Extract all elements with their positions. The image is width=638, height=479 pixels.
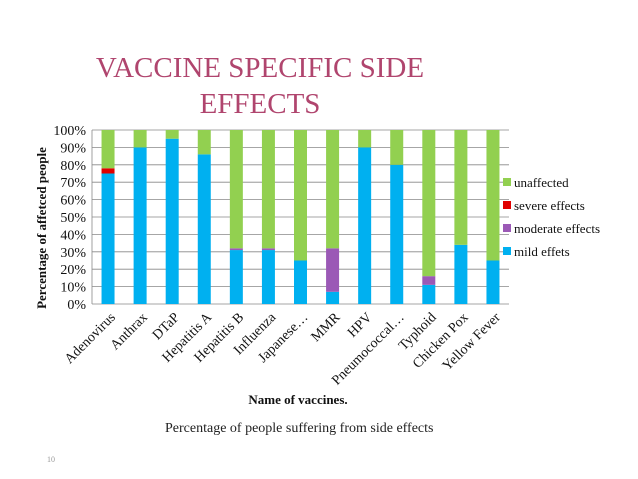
bar-segment-unaffected-hpv <box>358 130 372 148</box>
bar-segment-severe-effects-adenovirus <box>101 168 115 174</box>
x-tick-label: Adenovirus <box>62 310 119 367</box>
slide-title-line1: VACCINE SPECIFIC SIDE <box>95 52 425 84</box>
y-tick-label: 90% <box>60 141 86 156</box>
legend-label-moderate-effects: moderate effects <box>514 221 600 236</box>
bar-segment-moderate-effects-typhoid <box>422 276 436 285</box>
bar-segment-unaffected-hepatitis-a <box>197 130 211 155</box>
bar-segment-mild-effets-mmr <box>326 291 340 304</box>
y-tick-label: 40% <box>60 228 86 243</box>
bar-segment-unaffected-adenovirus <box>101 130 115 169</box>
legend-swatch-severe-effects <box>503 201 511 209</box>
y-tick-label: 50% <box>60 211 86 226</box>
y-tick-label: 0% <box>67 298 86 313</box>
bar-segment-mild-effets-chicken-pox <box>454 244 468 304</box>
bar-segment-mild-effets-japanese <box>294 260 307 304</box>
y-axis-title: Percentage of affetced people <box>34 147 49 309</box>
legend-swatch-unaffected <box>503 178 511 186</box>
y-tick-label: 20% <box>60 263 86 278</box>
y-tick-label: 30% <box>60 246 86 261</box>
y-tick-label: 80% <box>60 159 86 174</box>
y-tick-label: 60% <box>60 194 86 209</box>
bar-segment-unaffected-yellow-fever <box>486 130 500 261</box>
x-axis-title: Name of vaccines. <box>248 392 347 407</box>
bar-segment-moderate-effects-mmr <box>326 248 340 292</box>
bar-segment-mild-effets-pneumococcal <box>390 164 404 304</box>
bar-segment-unaffected-dtap <box>165 130 179 139</box>
bar-segment-mild-effets-hepatitis-a <box>197 154 211 304</box>
bar-segment-unaffected-hepatitis-b <box>229 130 243 249</box>
bar-segment-mild-effets-typhoid <box>422 284 436 304</box>
bar-segment-moderate-effects-influenza <box>261 248 275 251</box>
bar-segment-unaffected-mmr <box>326 130 340 249</box>
bar-segment-unaffected-anthrax <box>133 130 147 148</box>
bar-segment-unaffected-pneumococcal <box>390 130 404 165</box>
bar-segment-mild-effets-adenovirus <box>101 173 115 304</box>
legend-swatch-moderate-effects <box>503 224 511 232</box>
legend-label-unaffected: unaffected <box>514 175 569 190</box>
bar-segment-moderate-effects-hepatitis-b <box>229 248 243 251</box>
slide-number: 10 <box>47 455 55 464</box>
legend-label-mild-effets: mild effets <box>514 244 570 259</box>
slide-title-line2: EFFECTS <box>199 88 321 120</box>
legend-label-severe-effects: severe effects <box>514 198 585 213</box>
bar-segment-unaffected-typhoid <box>422 130 436 277</box>
chart-caption: Percentage of people suffering from side… <box>165 421 434 436</box>
bar-segment-unaffected-influenza <box>261 130 275 249</box>
bar-segment-mild-effets-hpv <box>358 147 372 304</box>
bar-segment-mild-effets-yellow-fever <box>486 260 500 304</box>
y-tick-label: 100% <box>53 124 86 139</box>
slide-title: VACCINE SPECIFIC SIDE EFFECTS <box>60 50 460 122</box>
bar-segment-mild-effets-anthrax <box>133 147 147 304</box>
y-tick-label: 10% <box>60 281 86 296</box>
bar-segment-unaffected-chicken-pox <box>454 130 468 245</box>
bar-segment-mild-effets-hepatitis-b <box>229 250 243 304</box>
y-tick-label: 70% <box>60 176 86 191</box>
bar-segment-unaffected-japanese <box>294 130 307 261</box>
bar-segment-mild-effets-dtap <box>165 138 179 304</box>
legend-swatch-mild-effets <box>503 247 511 255</box>
x-tick-label: MMR <box>309 310 344 345</box>
bar-segment-mild-effets-influenza <box>261 250 275 304</box>
